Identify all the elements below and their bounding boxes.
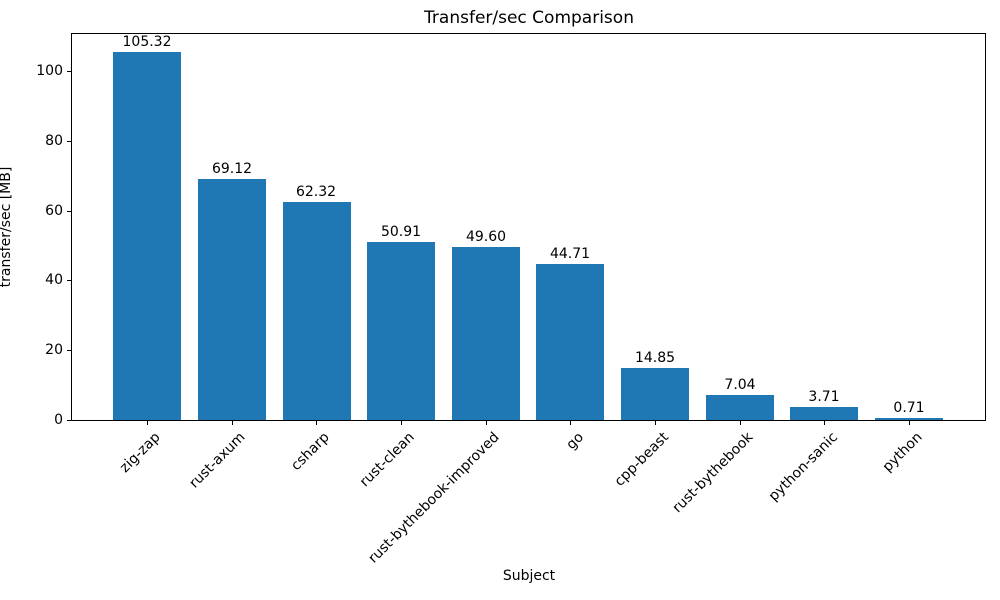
y-tick-label: 0 xyxy=(54,412,63,428)
bar-python-sanic xyxy=(790,407,858,420)
x-axis-label: Subject xyxy=(502,568,556,584)
x-tick-mark xyxy=(824,421,825,425)
y-tick-label: 40 xyxy=(45,272,63,288)
x-tick-mark xyxy=(909,421,910,425)
x-tick-mark xyxy=(232,421,233,425)
x-tick-label-csharp: csharp xyxy=(288,429,334,474)
bar-value-label: 50.91 xyxy=(380,224,422,240)
x-tick-mark xyxy=(316,421,317,425)
x-tick-label-python-sanic: python-sanic xyxy=(765,429,841,505)
y-tick-mark xyxy=(67,350,71,351)
x-tick-label-zig-zap: zig-zap xyxy=(117,429,164,476)
x-tick-label-go: go xyxy=(563,429,587,453)
bar-zig-zap xyxy=(113,52,181,420)
x-tick-mark xyxy=(740,421,741,425)
bar-value-label: 69.12 xyxy=(211,161,253,177)
bar-cpp-beast xyxy=(621,368,689,420)
bar-value-label: 49.60 xyxy=(465,229,507,245)
bar-value-label: 62.32 xyxy=(295,184,337,200)
bar-rust-bythebook xyxy=(706,395,774,420)
y-axis-label: transfer/sec [MB] xyxy=(0,166,14,288)
bar-python xyxy=(875,418,943,420)
x-tick-label-rust-axum: rust-axum xyxy=(186,429,249,492)
bar-value-label: 105.32 xyxy=(122,34,172,50)
y-tick-mark xyxy=(67,211,71,212)
bar-value-label: 7.04 xyxy=(724,377,756,393)
bar-csharp xyxy=(283,202,351,420)
x-tick-mark xyxy=(655,421,656,425)
x-tick-label-cpp-beast: cpp-beast xyxy=(611,429,672,490)
y-tick-label: 60 xyxy=(45,203,63,219)
x-tick-mark xyxy=(147,421,148,425)
bar-go xyxy=(536,264,604,420)
x-tick-mark xyxy=(570,421,571,425)
bar-rust-bythebook-improved xyxy=(452,247,520,420)
bar-value-label: 0.71 xyxy=(893,400,925,416)
y-tick-mark xyxy=(67,280,71,281)
y-tick-label: 20 xyxy=(45,342,63,358)
x-tick-label-rust-bythebook: rust-bythebook xyxy=(669,429,757,517)
chart-title: Transfer/sec Comparison xyxy=(424,8,634,28)
bar-value-label: 3.71 xyxy=(808,389,840,405)
bar-rust-clean xyxy=(367,242,435,420)
y-tick-mark xyxy=(67,141,71,142)
x-tick-mark xyxy=(486,421,487,425)
x-tick-mark xyxy=(401,421,402,425)
y-tick-mark xyxy=(67,71,71,72)
y-tick-label: 100 xyxy=(36,63,63,79)
y-tick-label: 80 xyxy=(45,133,63,149)
x-tick-label-python: python xyxy=(879,429,926,476)
bar-value-label: 44.71 xyxy=(549,246,591,262)
y-tick-mark xyxy=(67,420,71,421)
bar-value-label: 14.85 xyxy=(634,350,676,366)
x-tick-label-rust-clean: rust-clean xyxy=(356,429,418,491)
plot-area: 105.32 69.12 62.32 50.91 49.60 44.71 14.85 7.04… xyxy=(71,33,986,421)
bar-rust-axum xyxy=(198,179,266,420)
